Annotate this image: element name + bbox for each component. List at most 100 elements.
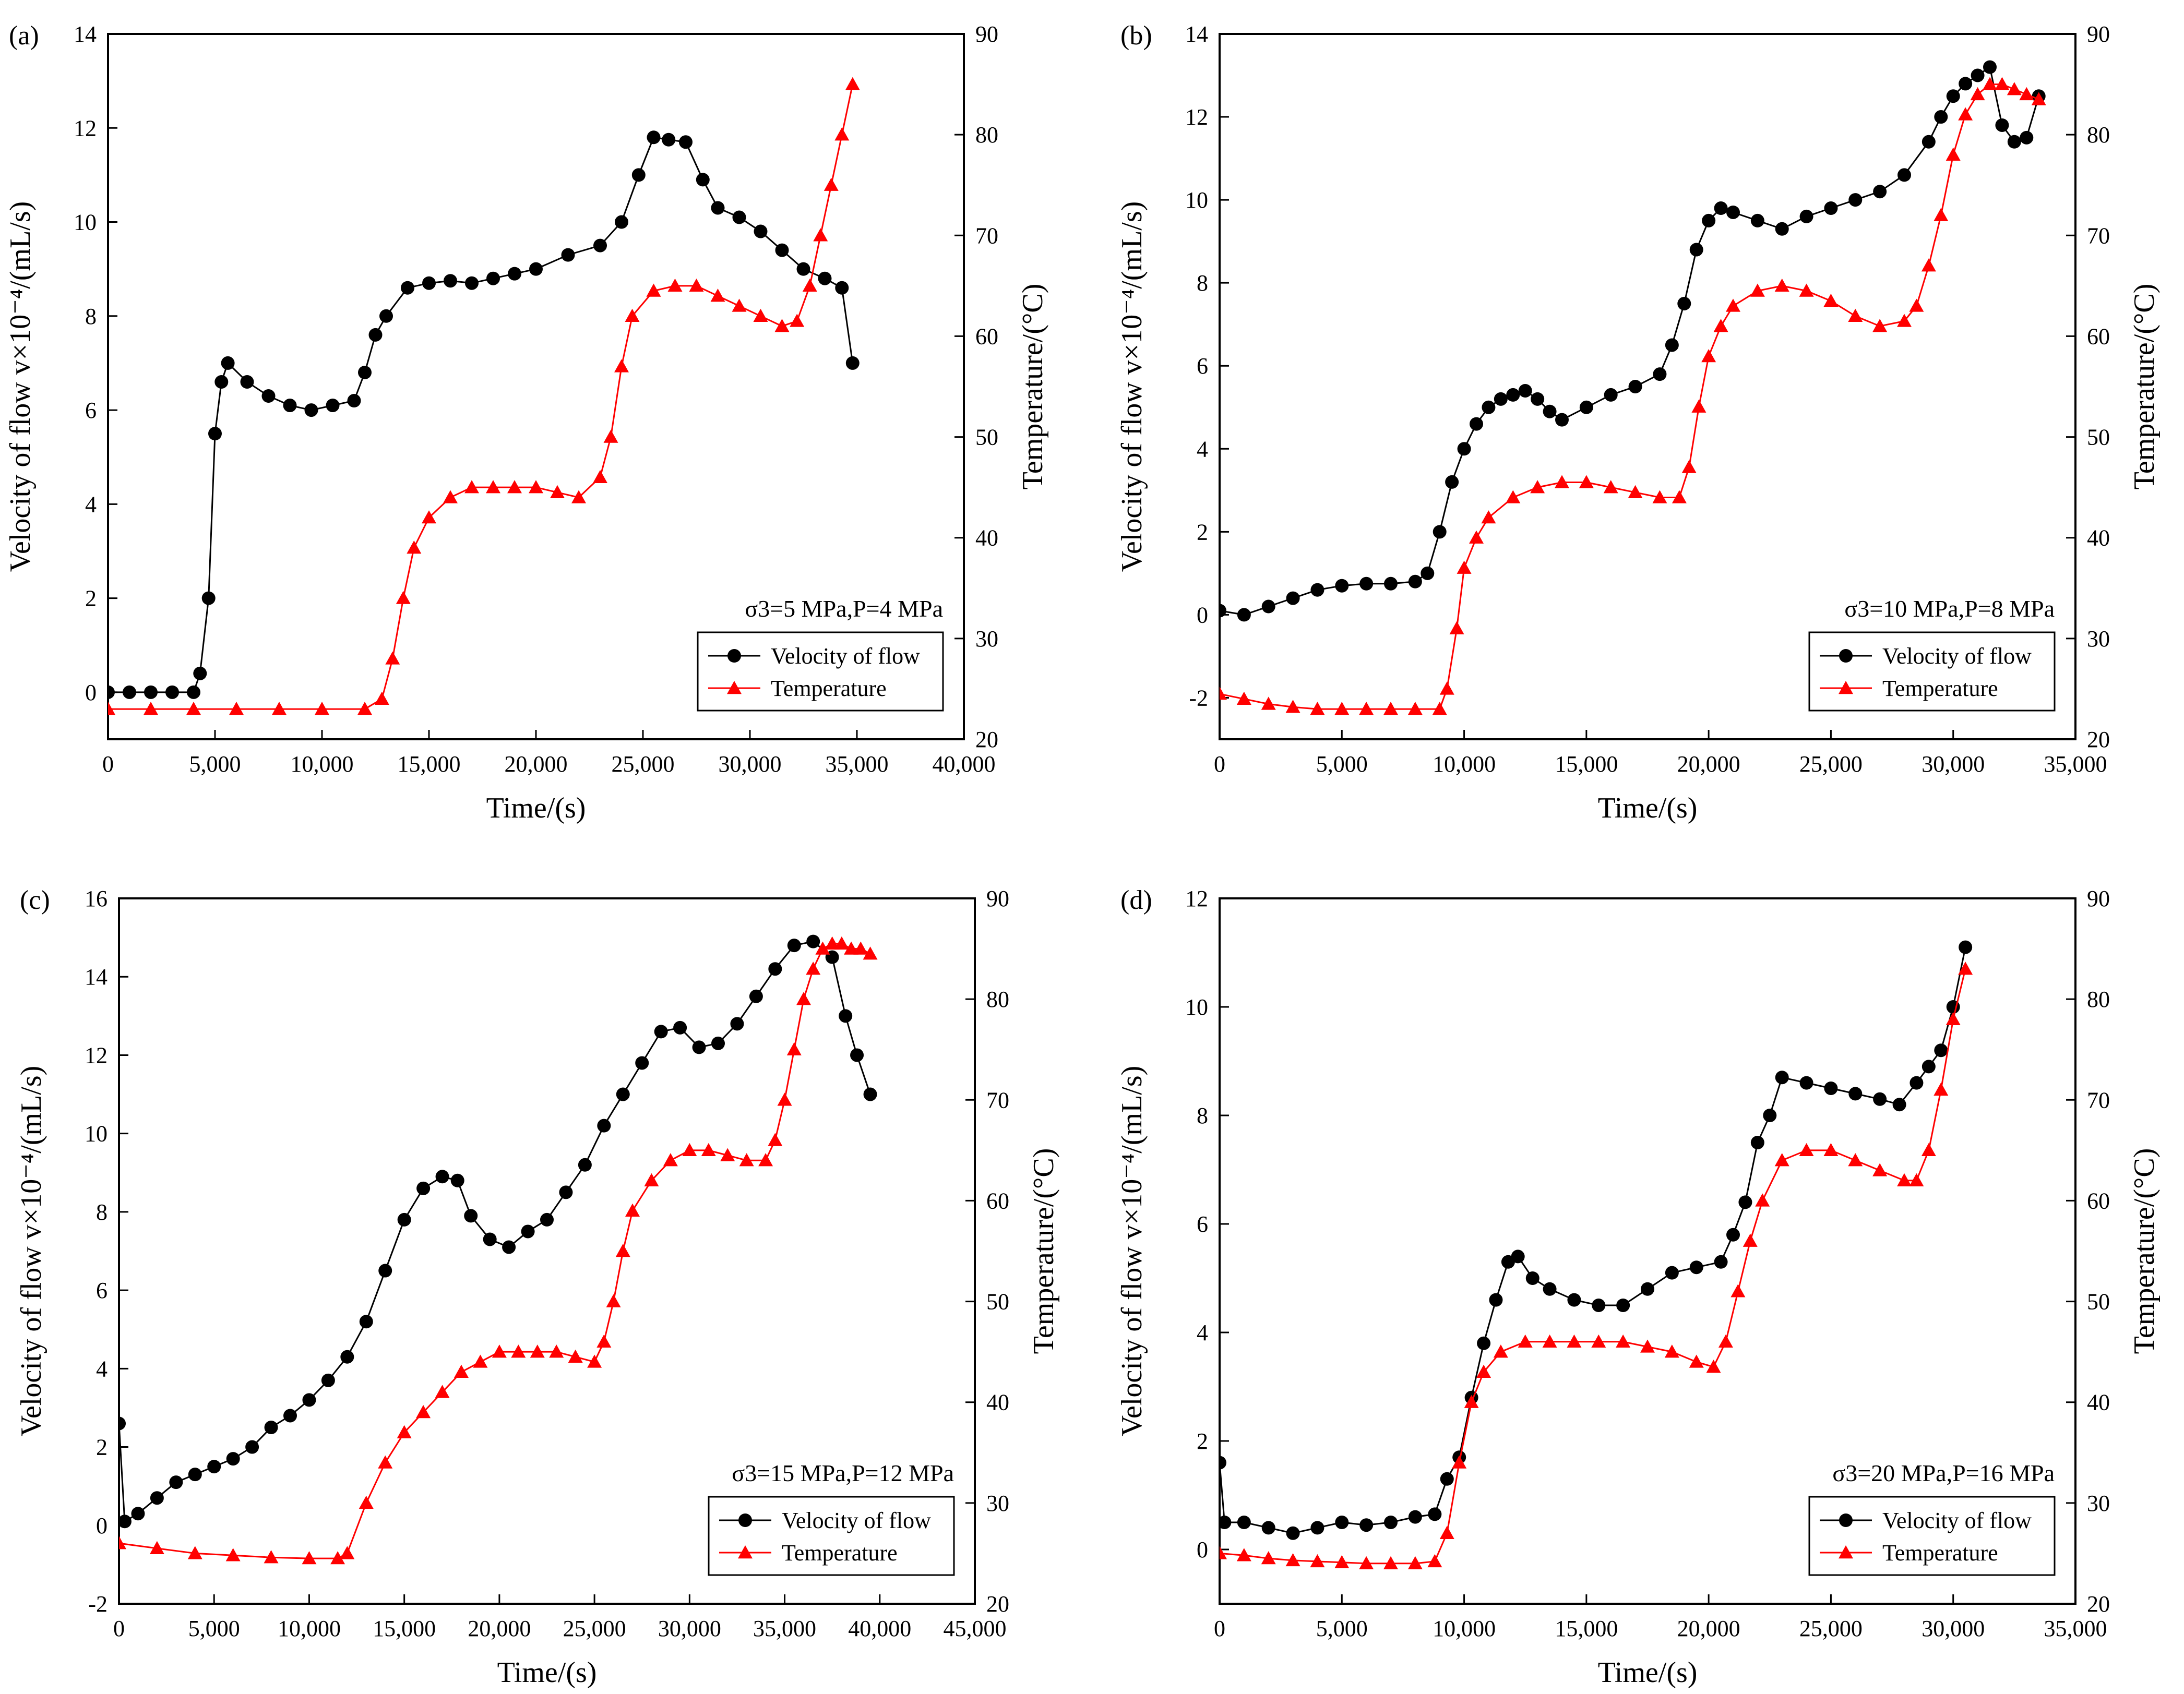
data-point: [1261, 599, 1275, 614]
data-point: [679, 135, 693, 149]
data-point: [1774, 278, 1789, 292]
data-point: [1286, 591, 1300, 605]
data-point: [1432, 702, 1447, 715]
series-velocity: [1220, 60, 2046, 622]
data-point: [561, 248, 575, 262]
data-point: [1718, 1334, 1733, 1348]
data-point: [1726, 298, 1740, 312]
legend-marker: [738, 1545, 753, 1559]
data-point: [385, 651, 400, 665]
data-point: [1750, 213, 1764, 227]
data-point: [616, 1087, 630, 1101]
data-point: [802, 278, 817, 292]
data-point: [644, 1173, 659, 1186]
data-point: [1934, 1082, 1949, 1096]
legend-label: Velocity of flow: [1882, 1508, 2032, 1533]
data-point: [1689, 243, 1703, 257]
y-left-tick-label: 0: [1197, 1537, 1208, 1563]
data-point: [835, 281, 849, 295]
panel-label: (c): [20, 885, 50, 915]
x-axis-label: Time/(s): [1598, 1656, 1698, 1689]
data-point: [1543, 404, 1557, 418]
data-point: [1603, 480, 1618, 494]
data-point: [1799, 1143, 1814, 1157]
data-point: [682, 1143, 697, 1157]
data-point: [1983, 77, 1997, 90]
data-point: [1310, 1521, 1324, 1535]
data-point: [261, 389, 276, 403]
y-right-tick-label: 50: [2087, 1289, 2110, 1315]
data-point: [1689, 1260, 1703, 1275]
data-point: [229, 702, 244, 715]
data-point: [272, 702, 287, 715]
x-tick-label: 45,000: [944, 1616, 1007, 1641]
data-point: [1511, 1250, 1525, 1264]
data-point: [775, 243, 789, 257]
x-tick-label: 30,000: [719, 751, 782, 777]
data-point: [1774, 1153, 1789, 1167]
x-tick-label: 40,000: [933, 751, 996, 777]
condition-annotation: σ3=5 MPa,P=4 MPa: [745, 595, 943, 622]
data-point: [1995, 77, 2010, 90]
data-point: [1407, 1556, 1423, 1569]
data-point: [1567, 1293, 1581, 1307]
data-point: [673, 1020, 687, 1035]
y-right-tick-label: 20: [975, 727, 998, 752]
data-point: [187, 1546, 202, 1559]
data-point: [662, 133, 676, 147]
data-point: [208, 427, 222, 441]
plot-frame: [1219, 897, 2076, 1605]
data-point: [1946, 1012, 1961, 1025]
y-right-tick-label: 40: [2087, 525, 2110, 551]
data-point: [1464, 1395, 1479, 1408]
data-point: [1799, 209, 1813, 223]
series-temperature: [119, 936, 878, 1565]
condition-annotation: σ3=20 MPa,P=16 MPa: [1832, 1460, 2055, 1486]
y-left-tick-label: 12: [1185, 104, 1208, 130]
y-left-tick-label: 2: [85, 586, 97, 611]
legend-marker: [1839, 1513, 1853, 1527]
data-point: [625, 1203, 640, 1217]
data-point: [444, 274, 457, 288]
legend-label: Velocity of flow: [1882, 643, 2032, 669]
data-point: [1476, 1364, 1491, 1378]
data-point: [186, 702, 201, 715]
data-point: [1750, 1136, 1764, 1149]
data-point: [283, 1409, 297, 1423]
data-point: [1334, 702, 1350, 715]
data-point: [701, 1143, 716, 1157]
data-point: [1359, 576, 1374, 591]
panel-d: (d) 0 5,000 10,000 15,000 20,000 25,000 30,000 3…: [1116, 885, 2161, 1689]
y-right-tick-label: 40: [2087, 1390, 2110, 1415]
x-tick-label: 20,000: [505, 751, 568, 777]
data-point: [834, 936, 849, 950]
data-point: [710, 289, 725, 302]
y-right-tick-label: 40: [975, 525, 998, 551]
data-point: [378, 1264, 392, 1278]
y-left-tick-label: 0: [85, 680, 97, 705]
y-right-tick-label: 70: [986, 1087, 1009, 1113]
data-point: [606, 1294, 621, 1307]
data-point: [720, 1148, 735, 1161]
data-point: [1335, 1516, 1349, 1529]
legend-label: Temperature: [1882, 1540, 1998, 1566]
data-point: [119, 1536, 126, 1549]
data-point: [863, 1087, 877, 1101]
data-point: [1236, 691, 1251, 705]
data-point: [422, 510, 436, 524]
data-point: [508, 267, 521, 281]
x-axis-label: Time/(s): [1598, 792, 1698, 824]
data-point: [149, 1541, 164, 1554]
data-point: [1452, 1455, 1467, 1469]
data-point: [1592, 1299, 1606, 1312]
y-left-axis-label: Velocity of flow v×10⁻⁴/(mL/s): [1116, 1066, 1148, 1437]
data-point: [614, 359, 629, 373]
data-point: [850, 1048, 864, 1062]
panel-b: (b) 0 5,000 10,000 15,000 20,000 25,000 30,000 3…: [1116, 21, 2161, 824]
data-point: [1738, 1195, 1752, 1209]
data-point: [443, 490, 458, 503]
data-point: [340, 1546, 355, 1559]
data-point: [1959, 940, 1973, 954]
data-point: [787, 939, 801, 953]
data-point: [1743, 1233, 1758, 1247]
